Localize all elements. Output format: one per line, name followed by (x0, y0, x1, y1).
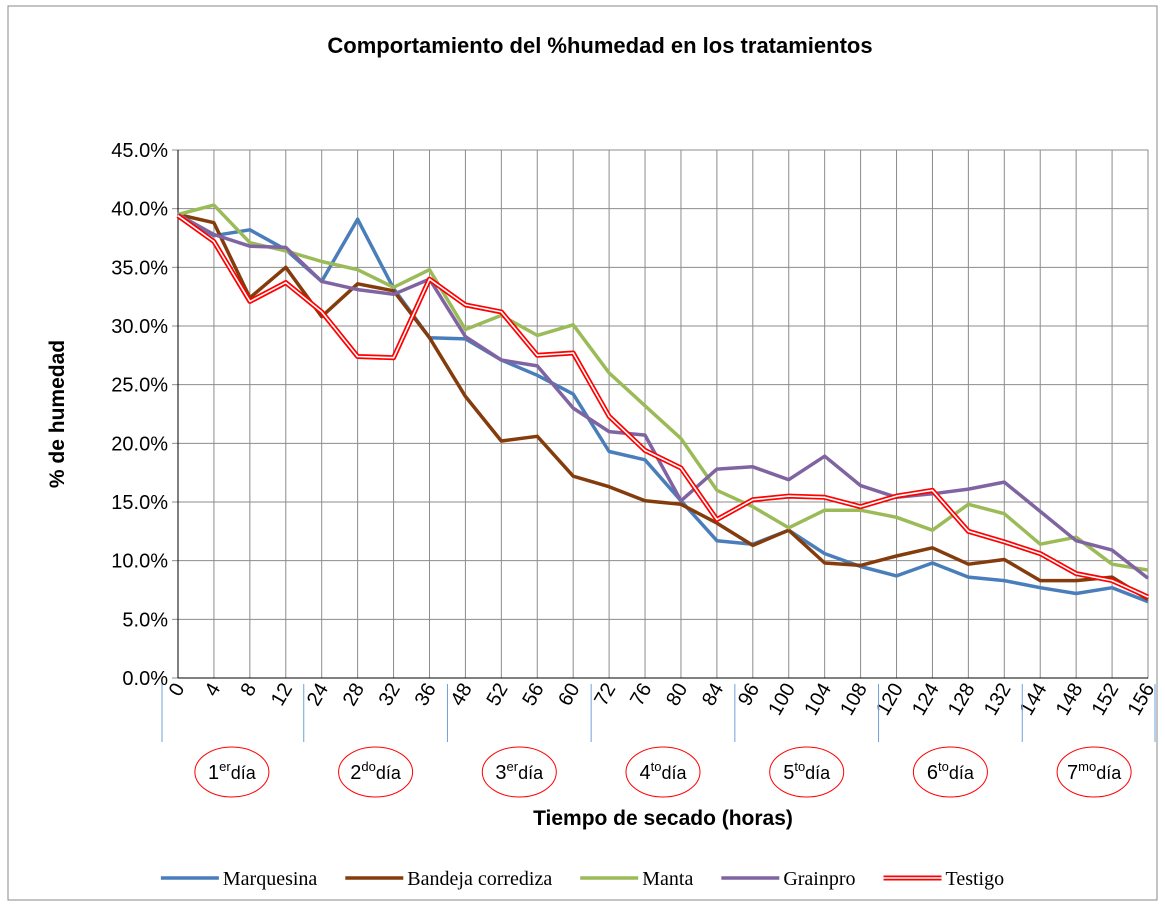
legend-label: Bandeja corrediza (407, 868, 552, 890)
y-tick-label: 35.0% (111, 257, 168, 279)
day-label: 1erdía (208, 759, 257, 784)
day-word: día (1096, 763, 1122, 783)
legend-label: Grainpro (783, 868, 855, 890)
day-number: 4 (640, 762, 651, 784)
legend-label: Marquesina (223, 868, 318, 890)
day-number: 1 (208, 762, 219, 784)
y-tick-label: 30.0% (111, 316, 168, 338)
day-number: 7 (1067, 762, 1078, 784)
day-ellipse (625, 746, 701, 798)
series-line (177, 212, 1149, 601)
y-tick-label: 45.0% (111, 140, 168, 162)
day-number: 5 (783, 762, 794, 784)
day-label: 7modía (1067, 759, 1122, 784)
day-label: 5todía (783, 759, 831, 784)
series-line-core (177, 215, 1149, 598)
day-word: día (661, 763, 687, 783)
day-sup: do (361, 759, 375, 774)
day-number: 3 (495, 762, 506, 784)
day-sup: er (507, 759, 519, 774)
day-label: 4todía (640, 759, 688, 784)
day-ellipse (1056, 746, 1132, 798)
series-line (177, 212, 1150, 580)
y-axis-title: % de humedad (46, 340, 69, 488)
y-tick-label: 5.0% (122, 609, 168, 631)
legend: Marquesina Bandeja corrediza Manta Grainpro… (160, 868, 1005, 890)
day-ellipse (338, 746, 414, 798)
day-number: 2 (350, 762, 361, 784)
y-tick-label: 40.0% (111, 199, 168, 221)
day-label: 2dodía (350, 759, 402, 784)
day-label: 3erdía (495, 759, 544, 784)
legend-label: Testigo (946, 868, 1005, 890)
day-ellipse (769, 746, 845, 798)
day-word: día (518, 763, 544, 783)
day-sup: to (794, 759, 805, 774)
x-axis-title: Tiempo de secado (horas) (533, 807, 793, 830)
chart-border (7, 5, 1158, 901)
y-tick-label: 10.0% (111, 551, 168, 573)
day-word: día (949, 763, 975, 783)
day-word: día (805, 763, 831, 783)
day-ellipse (912, 746, 988, 798)
y-tick-label: 20.0% (111, 433, 168, 455)
y-tick-label: 0.0% (122, 668, 168, 690)
day-word: día (376, 763, 402, 783)
day-word: día (231, 763, 257, 783)
chart-title: Comportamiento del %humedad en los trata… (327, 33, 872, 58)
legend-label: Manta (642, 868, 693, 890)
day-ellipse (481, 746, 557, 798)
y-tick-label: 25.0% (111, 375, 168, 397)
day-sup: to (938, 759, 949, 774)
series-line (177, 212, 1149, 604)
y-tick-label: 15.0% (111, 492, 168, 514)
day-number: 6 (927, 762, 938, 784)
day-sup: mo (1078, 759, 1096, 774)
day-ellipse (194, 746, 270, 798)
day-sup: er (219, 759, 231, 774)
series-line (177, 203, 1149, 572)
day-sup: to (651, 759, 662, 774)
day-label: 6todía (927, 759, 975, 784)
